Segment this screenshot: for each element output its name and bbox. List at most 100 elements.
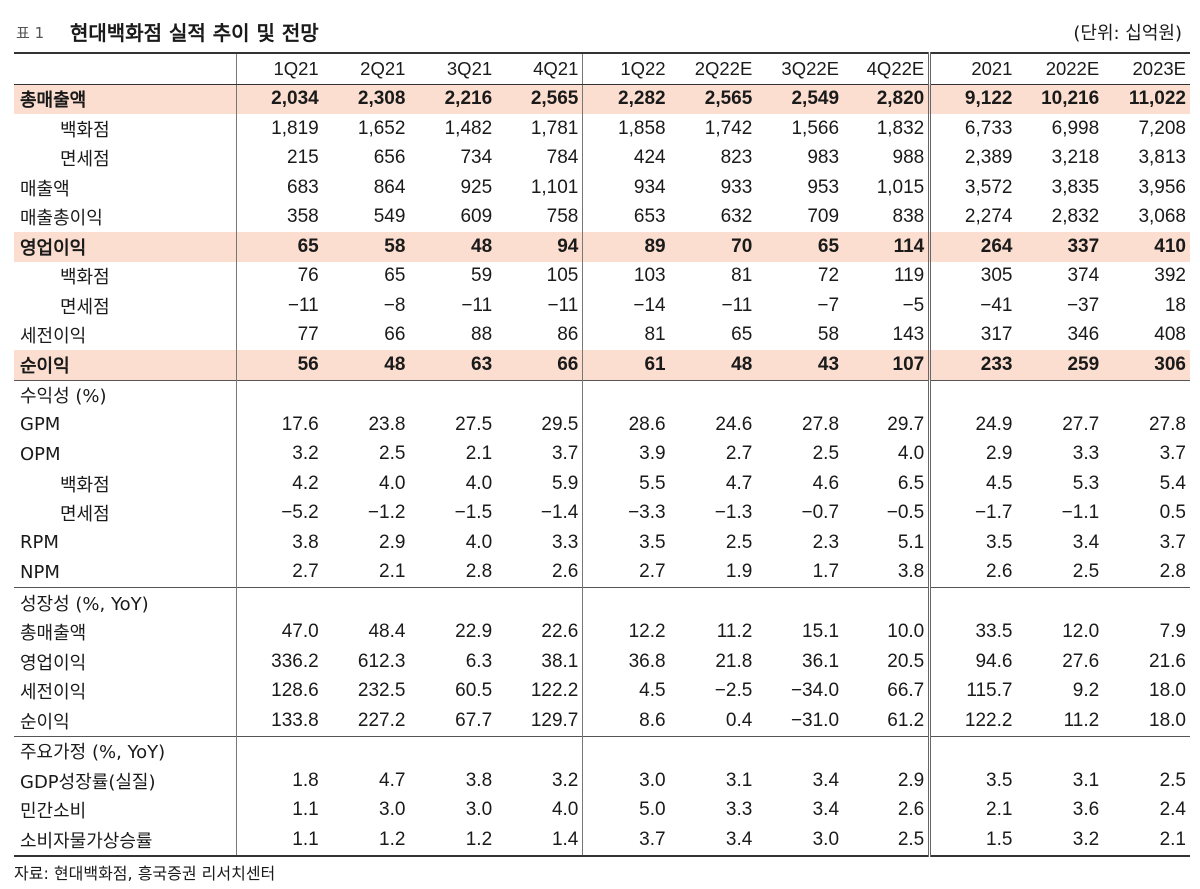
row-label: 백화점 (60, 474, 110, 496)
value-cell (1016, 379, 1104, 410)
row-label: 소비자물가상승률 (14, 825, 236, 857)
row-label: GDP성장률(실질) (20, 771, 156, 793)
value-cell: 215 (235, 143, 323, 173)
value-cell: −14 (582, 291, 670, 321)
value-cell: 2.6 (551, 561, 579, 583)
value-cell: 3.7 (551, 443, 579, 465)
value-cell (322, 735, 410, 766)
value-cell: 4.2 (235, 469, 323, 499)
value-cell: 3,218 (1051, 147, 1100, 169)
value-cell: 2.1 (928, 795, 1017, 825)
value-cell: 1.7 (812, 561, 840, 583)
value-cell (496, 379, 583, 410)
value-cell: 65 (235, 232, 323, 262)
value-cell: 2.7 (582, 557, 670, 588)
value-cell: 346 (1067, 324, 1100, 346)
value-cell: −0.7 (801, 502, 840, 524)
value-cell: −1.3 (714, 502, 753, 524)
row-label: 백화점 (60, 119, 110, 141)
value-cell (756, 735, 844, 766)
value-cell: 58 (322, 232, 410, 262)
value-cell: 6,733 (928, 114, 1017, 144)
value-cell: 24.6 (715, 413, 753, 435)
value-cell: 264 (928, 232, 1017, 262)
value-cell: −34.0 (790, 680, 840, 702)
value-cell: 36.1 (802, 650, 840, 672)
value-cell: −11 (461, 294, 493, 316)
value-cell: 3.2 (1016, 825, 1104, 857)
value-cell: 115.7 (928, 676, 1017, 706)
value-cell (843, 379, 930, 410)
value-cell: 3.8 (897, 561, 925, 583)
value-cell: 934 (582, 173, 670, 203)
table-row: GDP성장률(실질) 1.8 4.7 3.8 3.2 3.0 3.1 3.4 2.9 3.5 3.1… (14, 766, 1190, 796)
table-title: 현대백화점 실적 추이 및 전망 (70, 21, 319, 45)
value-cell: 27.8 (802, 413, 840, 435)
value-cell (928, 379, 1017, 410)
value-cell: 7.9 (1159, 621, 1186, 643)
value-cell: 28.6 (582, 410, 670, 440)
value-cell: 122.2 (928, 706, 1017, 736)
value-cell: 4.0 (897, 443, 925, 465)
value-cell: 612.3 (357, 650, 406, 672)
value-cell: 5.3 (1072, 472, 1100, 494)
value-cell: 18 (1164, 294, 1186, 316)
value-cell: 107 (843, 350, 930, 380)
row-label: 면세점 (60, 504, 110, 526)
column-header: 2Q21 (322, 52, 410, 85)
value-cell: 1.1 (235, 825, 323, 857)
header-corner (14, 52, 236, 85)
value-cell (669, 735, 757, 766)
value-cell: 2,565 (669, 84, 757, 114)
value-cell: 549 (373, 206, 406, 228)
value-cell: 3,813 (1138, 147, 1186, 169)
value-cell: 925 (460, 176, 493, 198)
value-cell: 122.2 (530, 680, 579, 702)
row-label: 매출총이익 (20, 208, 103, 230)
value-cell: 408 (1154, 324, 1186, 346)
value-cell: 29.7 (887, 413, 925, 435)
value-cell: 63 (409, 350, 497, 380)
value-cell: 81 (731, 265, 753, 287)
value-cell: 48 (322, 350, 410, 380)
value-cell: 27.8 (1149, 413, 1186, 435)
value-cell: 12.2 (582, 617, 670, 647)
value-cell: 2.9 (897, 769, 925, 791)
value-cell: 15.1 (802, 621, 840, 643)
value-cell: 17.6 (235, 410, 323, 440)
value-cell (1103, 587, 1190, 618)
row-label: 순이익 (20, 711, 70, 733)
row-label: 매출액 (20, 178, 70, 200)
value-cell: 2.7 (235, 557, 323, 588)
value-cell (669, 379, 757, 410)
value-cell: 58 (817, 324, 840, 346)
value-cell: 33.5 (928, 617, 1017, 647)
value-cell: 38.1 (541, 650, 579, 672)
value-cell: 2.9 (379, 531, 406, 553)
value-cell (496, 587, 583, 618)
table-row: OPM 3.2 2.5 2.1 3.7 3.9 2.7 2.5 4.0 2.9 3.3 3.7 (14, 439, 1190, 469)
table-row: 영업이익 65 58 48 94 89 70 65 114 264 337 410 (14, 232, 1190, 262)
value-cell: 4.6 (812, 472, 840, 494)
value-cell: 1.4 (496, 825, 583, 857)
value-cell (928, 587, 1017, 618)
value-cell: 3.4 (1072, 531, 1100, 553)
value-cell (496, 735, 583, 766)
value-cell: 632 (720, 206, 753, 228)
value-cell: 4.7 (379, 769, 406, 791)
value-cell: 36.8 (582, 647, 670, 677)
table-row: 소비자물가상승률 1.1 1.2 1.2 1.4 3.7 3.4 3.0 2.5 1.5 3.2 2.… (14, 825, 1190, 857)
table-row: 백화점 1,819 1,652 1,482 1,781 1,858 1,742 1,566 1,… (14, 114, 1190, 144)
value-cell: 3.5 (928, 528, 1017, 558)
value-cell: 2.5 (1159, 769, 1186, 791)
value-cell: −11 (547, 294, 579, 316)
value-cell: 65 (731, 324, 753, 346)
value-cell (409, 587, 497, 618)
value-cell: 60.5 (455, 680, 493, 702)
value-cell: 143 (892, 324, 925, 346)
value-cell: −1.5 (454, 502, 493, 524)
table-row: 면세점 −11 −8 −11 −11 −14 −11 −7 −5 −41 −37 18 (14, 291, 1190, 321)
value-cell: 2,034 (235, 84, 323, 114)
value-cell: −31.0 (790, 709, 840, 731)
row-label: 총매출액 (14, 84, 236, 114)
